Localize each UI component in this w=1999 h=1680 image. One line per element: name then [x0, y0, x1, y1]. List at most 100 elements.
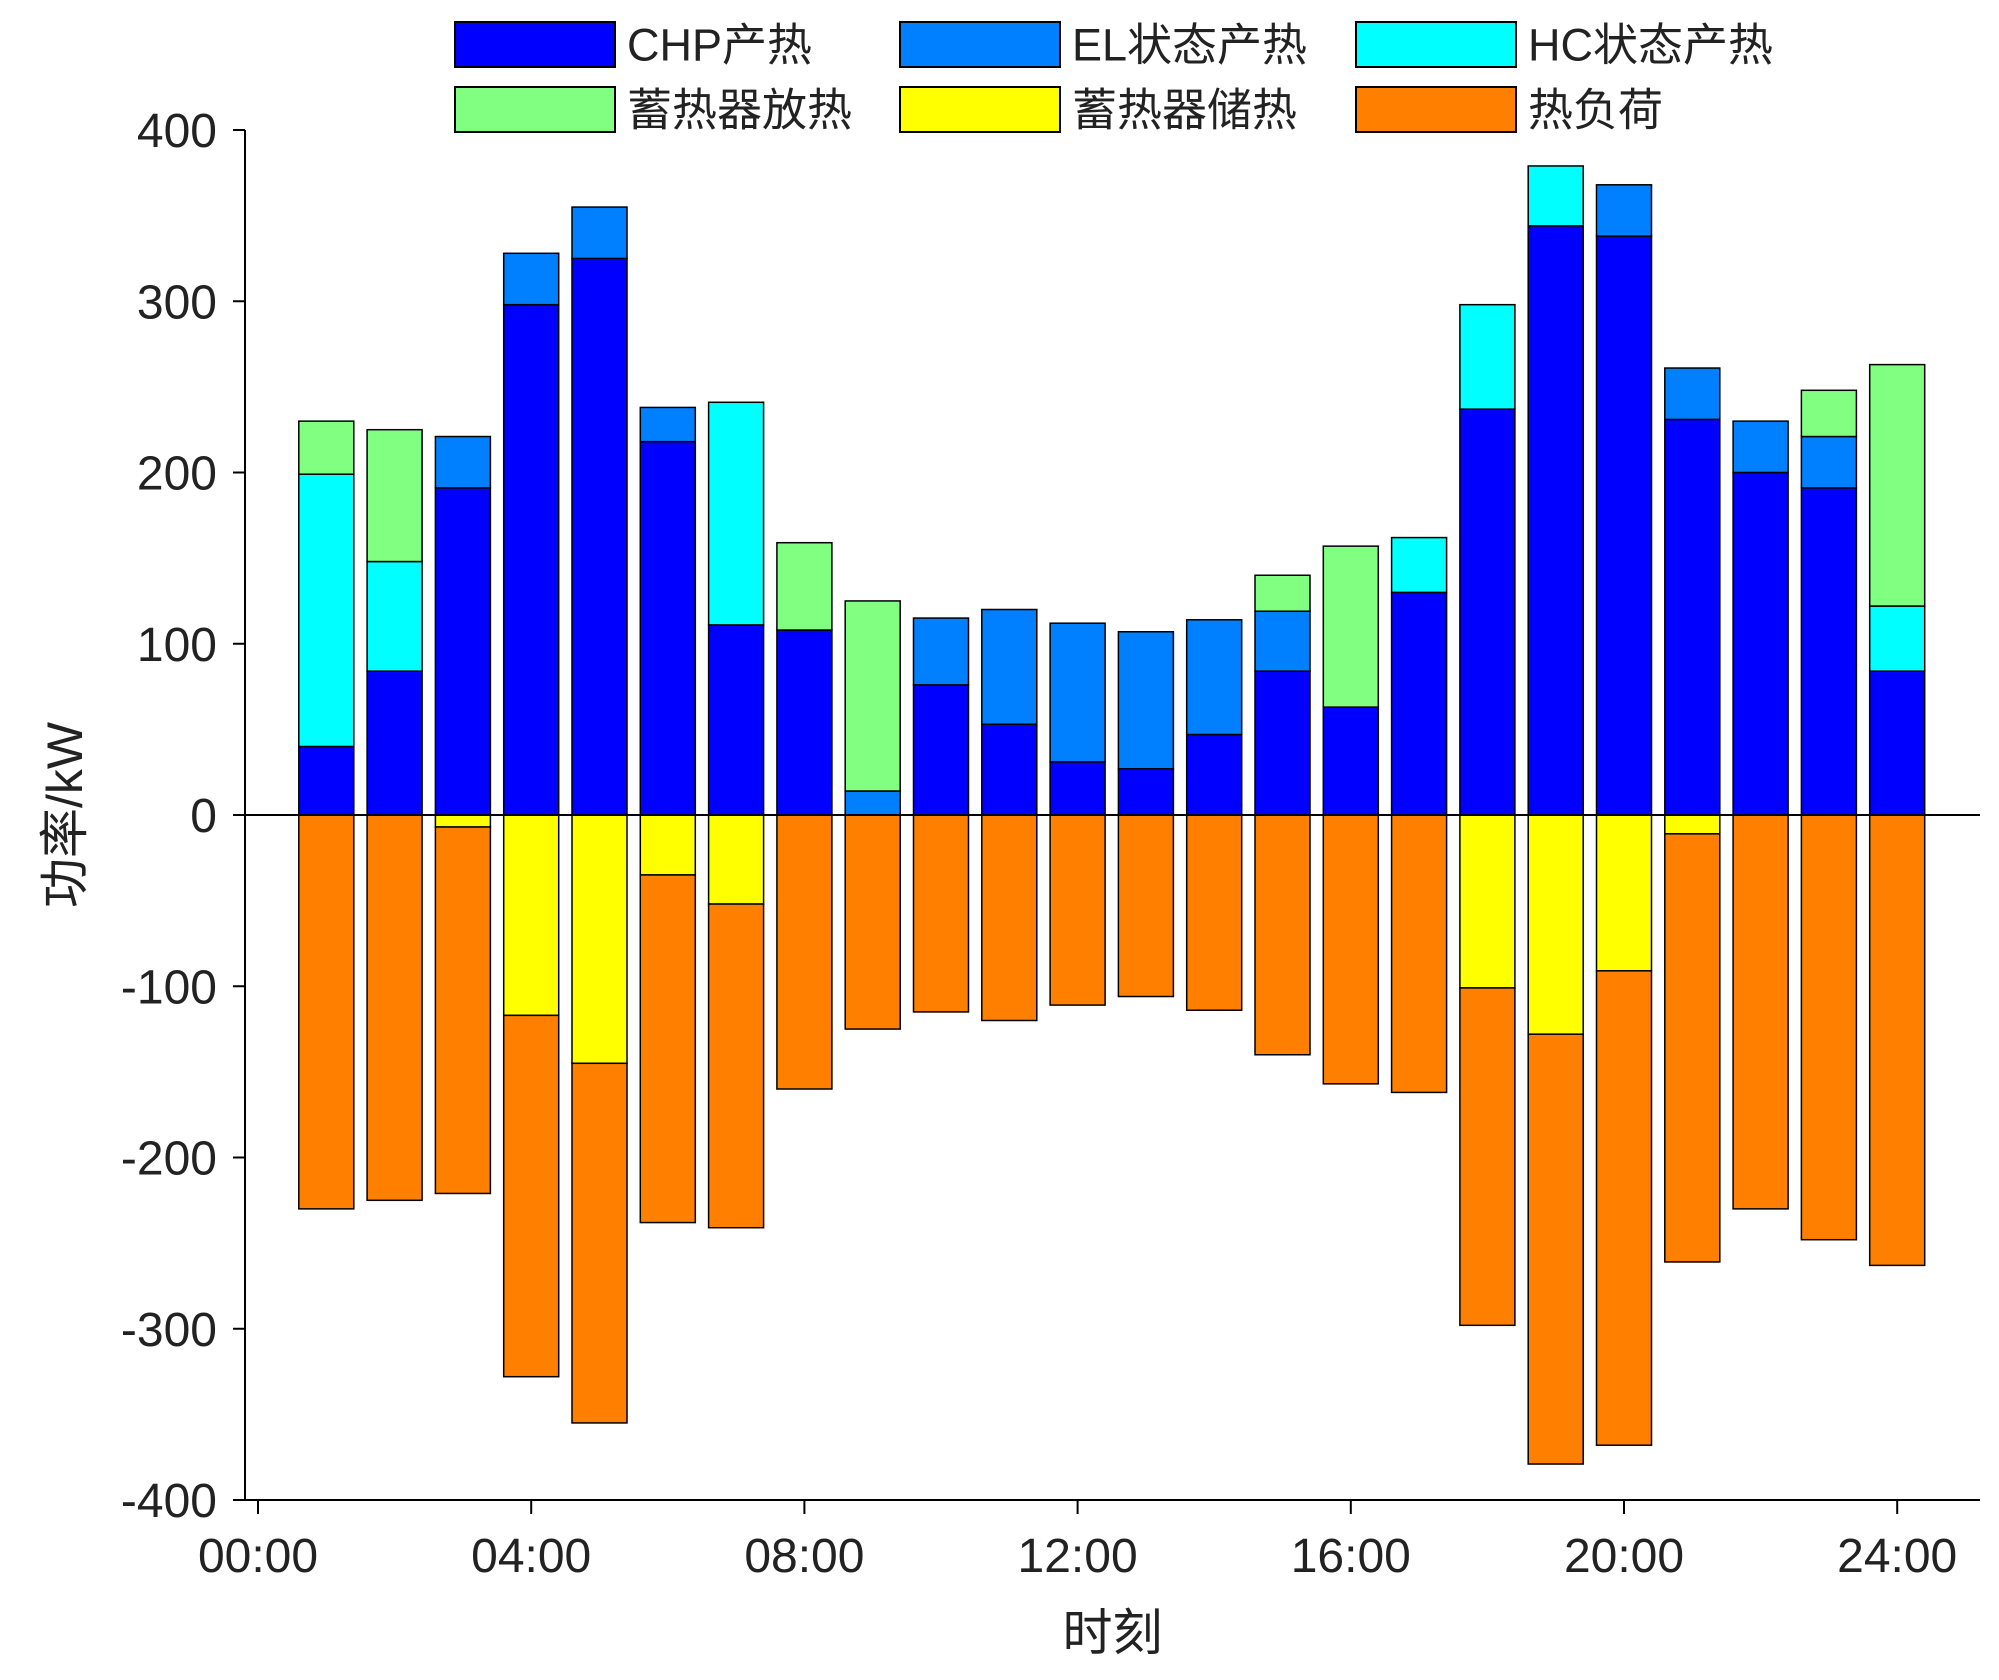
bar-1-h11 — [981, 723, 1038, 816]
x-axis-label: 时刻 — [1063, 1605, 1163, 1661]
bar-2-h4 — [502, 252, 560, 306]
bar-4-h8 — [776, 541, 833, 631]
bar-6-h4 — [502, 1014, 560, 1378]
bar-2-h10 — [912, 617, 970, 686]
legend-swatch-4 — [454, 86, 616, 133]
bar-2-h3 — [434, 435, 492, 489]
legend-label-6: 热负荷 — [1528, 85, 1663, 136]
bar-6-h1 — [298, 814, 355, 1210]
bar-2-h13 — [1117, 631, 1175, 770]
bar-1-h19 — [1527, 225, 1584, 816]
legend-swatch-1 — [454, 21, 616, 68]
y-tick-label: -300 — [121, 1304, 217, 1357]
bar-3-h7 — [707, 401, 765, 626]
y-tick-label: 400 — [137, 105, 217, 158]
legend-label-1: CHP产热 — [627, 20, 812, 71]
y-tick-label: 200 — [137, 448, 217, 501]
bar-2-h9 — [844, 790, 901, 816]
legend-swatch-2 — [899, 21, 1061, 68]
bar-2-h15 — [1254, 610, 1311, 672]
bar-1-h13 — [1117, 768, 1175, 816]
y-tick-label: -200 — [121, 1133, 217, 1186]
legend-label-5: 蓄热器储热 — [1072, 85, 1297, 136]
bar-1-h2 — [366, 670, 423, 816]
bar-4-h2 — [366, 428, 423, 563]
bar-4-h24 — [1868, 363, 1926, 607]
bar-5-h6 — [639, 814, 697, 876]
bar-2-h6 — [639, 406, 697, 443]
x-tick-label: 24:00 — [1837, 1530, 1957, 1583]
bar-3-h2 — [366, 560, 423, 672]
bar-5-h20 — [1595, 814, 1653, 972]
x-tick-label: 20:00 — [1564, 1530, 1684, 1583]
legend-swatch-3 — [1355, 21, 1517, 68]
bar-1-h22 — [1732, 471, 1789, 816]
bar-2-h14 — [1185, 619, 1243, 736]
bar-6-h3 — [434, 826, 492, 1195]
bar-3-h1 — [298, 473, 355, 748]
bar-4-h23 — [1800, 389, 1858, 438]
bar-1-h16 — [1322, 706, 1380, 816]
bar-2-h23 — [1800, 435, 1858, 489]
y-axis-label: 功率/kW — [37, 721, 93, 908]
bar-6-h8 — [776, 814, 833, 1090]
bar-6-h22 — [1732, 814, 1789, 1210]
bar-1-h4 — [502, 303, 560, 816]
y-tick-label: -400 — [121, 1475, 217, 1528]
bar-6-h24 — [1868, 814, 1926, 1267]
bar-3-h17 — [1390, 536, 1448, 594]
x-tick-label: 12:00 — [1018, 1530, 1138, 1583]
bar-1-h23 — [1800, 487, 1858, 816]
bar-2-h21 — [1664, 367, 1721, 421]
bar-6-h15 — [1254, 814, 1311, 1056]
bar-5-h5 — [571, 814, 628, 1065]
bar-5-h7 — [707, 814, 765, 905]
bar-5-h21 — [1664, 814, 1721, 835]
bar-1-h17 — [1390, 591, 1448, 816]
bar-1-h18 — [1459, 408, 1516, 816]
bar-6-h13 — [1117, 814, 1175, 998]
bar-2-h20 — [1595, 184, 1653, 237]
bar-1-h21 — [1664, 418, 1721, 816]
bar-5-h4 — [502, 814, 560, 1017]
bar-4-h9 — [844, 600, 901, 792]
bar-6-h20 — [1595, 970, 1653, 1446]
legend-swatch-5 — [899, 86, 1061, 133]
legend-label-4: 蓄热器放热 — [627, 85, 852, 136]
bar-6-h2 — [366, 814, 423, 1202]
bar-2-h11 — [981, 608, 1038, 725]
bar-6-h5 — [571, 1062, 628, 1424]
bar-1-h8 — [776, 629, 833, 816]
bar-1-h14 — [1185, 733, 1243, 816]
legend-label-2: EL状态产热 — [1072, 20, 1307, 71]
bar-1-h24 — [1868, 670, 1926, 816]
legend-label-3: HC状态产热 — [1528, 20, 1773, 71]
y-tick-label: 100 — [137, 619, 217, 672]
x-tick-label: 08:00 — [744, 1530, 864, 1583]
bar-1-h15 — [1254, 670, 1311, 816]
bar-6-h21 — [1664, 833, 1721, 1263]
bar-2-h12 — [1049, 622, 1106, 763]
bar-1-h1 — [298, 745, 355, 816]
bar-1-h5 — [571, 257, 628, 816]
bar-4-h15 — [1254, 574, 1311, 612]
bar-6-h17 — [1390, 814, 1448, 1094]
bar-1-h10 — [912, 684, 970, 816]
bar-6-h14 — [1185, 814, 1243, 1011]
bar-6-h23 — [1800, 814, 1858, 1241]
bar-5-h3 — [434, 814, 492, 828]
bar-series-group — [298, 165, 1926, 1465]
y-tick-label: -100 — [121, 961, 217, 1014]
bar-2-h22 — [1732, 420, 1789, 474]
bar-3-h24 — [1868, 605, 1926, 672]
bar-6-h16 — [1322, 814, 1380, 1085]
y-tick-label: 0 — [190, 790, 217, 843]
bar-1-h20 — [1595, 235, 1653, 816]
bar-6-h11 — [981, 814, 1038, 1022]
bar-6-h12 — [1049, 814, 1106, 1006]
bar-5-h18 — [1459, 814, 1516, 989]
bar-6-h19 — [1527, 1033, 1584, 1465]
bar-6-h10 — [912, 814, 970, 1013]
bar-1-h12 — [1049, 761, 1106, 816]
